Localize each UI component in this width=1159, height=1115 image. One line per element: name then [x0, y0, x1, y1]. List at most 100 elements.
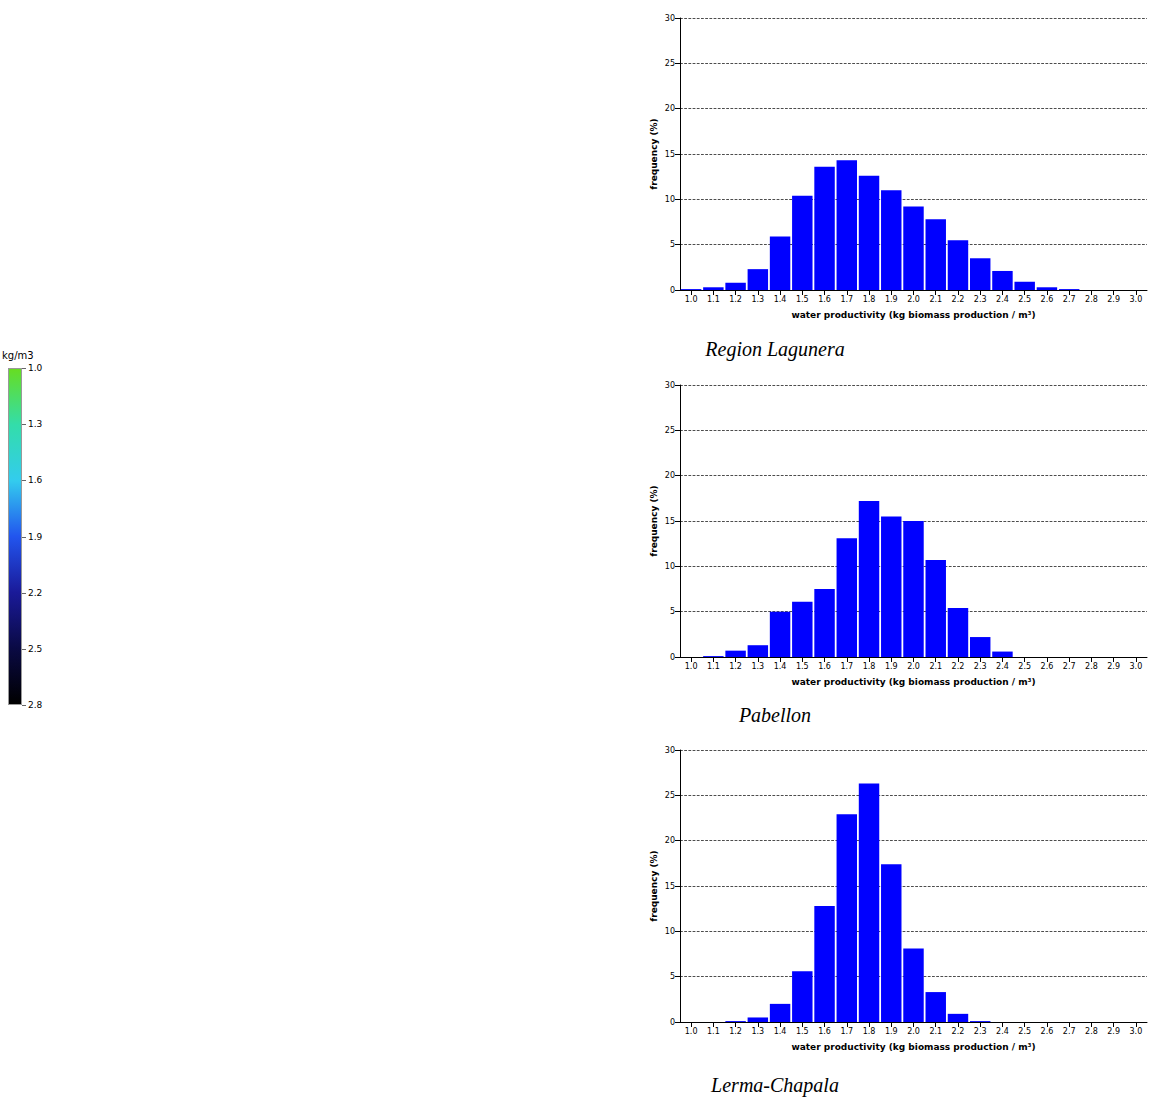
svg-text:2.6: 2.6	[1041, 1027, 1054, 1036]
html-text:2.2: 2.2	[28, 587, 43, 598]
svg-text:2.0: 2.0	[907, 662, 920, 671]
svg-text:2.6: 2.6	[1041, 662, 1054, 671]
svg-text:30: 30	[665, 746, 675, 755]
svg-text:2.2: 2.2	[952, 1027, 965, 1036]
svg-text:1.3: 1.3	[751, 662, 764, 671]
svg-text:1.9: 1.9	[885, 662, 898, 671]
svg-text:2.9: 2.9	[1107, 295, 1120, 304]
svg-text:20: 20	[665, 471, 675, 480]
svg-text:1.4: 1.4	[774, 662, 787, 671]
svg-text:water productivity (kg biomass: water productivity (kg biomass productio…	[791, 677, 1035, 687]
svg-text:30: 30	[665, 14, 675, 23]
svg-text:30: 30	[665, 381, 675, 390]
svg-text:2.5: 2.5	[1018, 1027, 1031, 1036]
svg-text:Pabellon: Pabellon	[738, 704, 811, 726]
svg-text:1.7: 1.7	[840, 295, 853, 304]
svg-text:1.4: 1.4	[774, 1027, 787, 1036]
svg-text:2.1: 2.1	[929, 662, 942, 671]
svg-text:3.0: 3.0	[1130, 1027, 1143, 1036]
svg-text:2.0: 2.0	[907, 295, 920, 304]
svg-text:0: 0	[670, 653, 675, 662]
svg-text:10: 10	[665, 562, 675, 571]
svg-text:frequency (%): frequency (%)	[649, 485, 659, 556]
svg-text:2.2: 2.2	[952, 295, 965, 304]
html-text:1.9: 1.9	[28, 531, 43, 542]
svg-text:2.0: 2.0	[907, 1027, 920, 1036]
svg-text:10: 10	[665, 195, 675, 204]
svg-text:1.3: 1.3	[751, 1027, 764, 1036]
svg-text:frequency (%): frequency (%)	[649, 118, 659, 189]
svg-text:1.1: 1.1	[707, 295, 720, 304]
svg-text:water productivity (kg biomass: water productivity (kg biomass productio…	[791, 1042, 1035, 1052]
svg-text:15: 15	[665, 517, 675, 526]
svg-text:20: 20	[665, 104, 675, 113]
svg-text:water productivity (kg biomass: water productivity (kg biomass productio…	[791, 310, 1035, 320]
svg-text:25: 25	[665, 59, 675, 68]
svg-text:15: 15	[665, 150, 675, 159]
svg-text:1.9: 1.9	[885, 295, 898, 304]
svg-text:1.2: 1.2	[729, 295, 742, 304]
svg-text:10: 10	[665, 927, 675, 936]
svg-text:2.7: 2.7	[1063, 1027, 1076, 1036]
html-text:2.5: 2.5	[28, 643, 43, 654]
svg-text:0: 0	[670, 286, 675, 295]
svg-text:1.5: 1.5	[796, 1027, 809, 1036]
svg-text:25: 25	[665, 791, 675, 800]
svg-text:3.0: 3.0	[1130, 295, 1143, 304]
svg-text:2.5: 2.5	[1018, 662, 1031, 671]
svg-text:1.7: 1.7	[840, 662, 853, 671]
svg-text:25: 25	[665, 426, 675, 435]
svg-text:1.9: 1.9	[885, 1027, 898, 1036]
svg-text:1.8: 1.8	[863, 295, 876, 304]
svg-text:1.7: 1.7	[840, 1027, 853, 1036]
svg-text:2.9: 2.9	[1107, 662, 1120, 671]
svg-text:5: 5	[670, 607, 675, 616]
svg-text:20: 20	[665, 836, 675, 845]
svg-text:frequency (%): frequency (%)	[649, 850, 659, 921]
html-text:1.0: 1.0	[28, 363, 43, 373]
html-text:1.6: 1.6	[28, 475, 43, 486]
svg-text:1.6: 1.6	[818, 295, 831, 304]
svg-text:1.6: 1.6	[818, 1027, 831, 1036]
svg-text:1.4: 1.4	[774, 295, 787, 304]
svg-text:3.0: 3.0	[1130, 662, 1143, 671]
svg-text:2.3: 2.3	[974, 662, 987, 671]
svg-text:5: 5	[670, 972, 675, 981]
svg-text:2.8: 2.8	[1085, 662, 1098, 671]
svg-text:1.8: 1.8	[863, 1027, 876, 1036]
html-text:kg/m3: kg/m3	[2, 350, 34, 361]
svg-text:1.5: 1.5	[796, 662, 809, 671]
svg-text:0: 0	[670, 1018, 675, 1027]
svg-text:1.5: 1.5	[796, 295, 809, 304]
svg-text:1.0: 1.0	[685, 295, 698, 304]
svg-text:1.3: 1.3	[751, 295, 764, 304]
svg-text:2.3: 2.3	[974, 1027, 987, 1036]
svg-text:2.2: 2.2	[952, 662, 965, 671]
svg-text:1.0: 1.0	[685, 1027, 698, 1036]
svg-text:1.0: 1.0	[685, 662, 698, 671]
svg-text:15: 15	[665, 882, 675, 891]
svg-text:2.7: 2.7	[1063, 295, 1076, 304]
svg-text:2.8: 2.8	[1085, 295, 1098, 304]
svg-text:2.9: 2.9	[1107, 1027, 1120, 1036]
svg-text:2.1: 2.1	[929, 1027, 942, 1036]
svg-text:2.8: 2.8	[1085, 1027, 1098, 1036]
svg-text:2.7: 2.7	[1063, 662, 1076, 671]
svg-text:2.4: 2.4	[996, 295, 1009, 304]
svg-text:5: 5	[670, 240, 675, 249]
svg-text:1.2: 1.2	[729, 1027, 742, 1036]
svg-text:Lerma-Chapala: Lerma-Chapala	[710, 1074, 839, 1097]
svg-text:2.1: 2.1	[929, 295, 942, 304]
svg-text:1.2: 1.2	[729, 662, 742, 671]
svg-text:Region Lagunera: Region Lagunera	[704, 338, 844, 361]
svg-text:2.5: 2.5	[1018, 295, 1031, 304]
svg-text:1.1: 1.1	[707, 662, 720, 671]
svg-text:1.8: 1.8	[863, 662, 876, 671]
svg-text:1.6: 1.6	[818, 662, 831, 671]
svg-text:2.3: 2.3	[974, 295, 987, 304]
svg-text:2.6: 2.6	[1041, 295, 1054, 304]
svg-text:2.4: 2.4	[996, 1027, 1009, 1036]
svg-text:1.1: 1.1	[707, 1027, 720, 1036]
html-text:1.3: 1.3	[28, 419, 43, 430]
svg-text:2.4: 2.4	[996, 662, 1009, 671]
